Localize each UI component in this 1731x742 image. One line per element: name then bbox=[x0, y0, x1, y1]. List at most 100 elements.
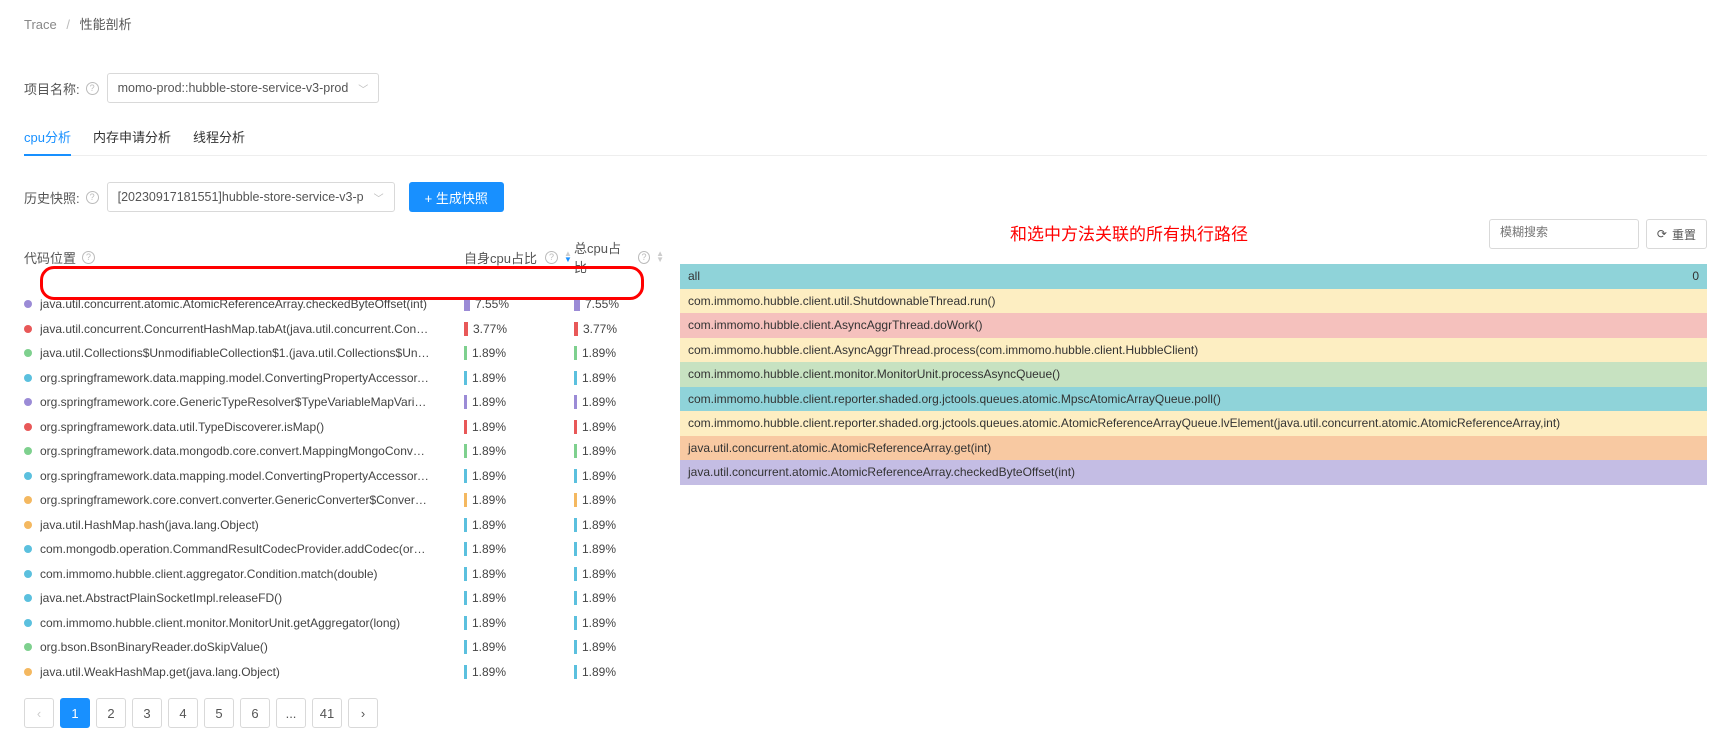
total-bar bbox=[574, 322, 578, 336]
table-row[interactable]: org.springframework.core.GenericTypeReso… bbox=[24, 390, 664, 415]
table-row[interactable]: java.util.Collections$UnmodifiableCollec… bbox=[24, 341, 664, 366]
table-row[interactable]: java.util.concurrent.atomic.AtomicRefere… bbox=[24, 292, 664, 317]
tab-thread[interactable]: 线程分析 bbox=[193, 119, 245, 156]
page-button[interactable]: 1 bbox=[60, 698, 90, 728]
page-button[interactable]: 4 bbox=[168, 698, 198, 728]
help-icon[interactable]: ? bbox=[86, 82, 99, 95]
table-row[interactable]: org.springframework.data.mapping.model.C… bbox=[24, 464, 664, 489]
table-row[interactable]: java.util.WeakHashMap.get(java.lang.Obje… bbox=[24, 660, 664, 685]
sort-icon[interactable]: ▲▼ bbox=[564, 251, 572, 263]
stack-row[interactable]: com.immomo.hubble.client.AsyncAggrThread… bbox=[680, 338, 1707, 363]
total-bar bbox=[574, 346, 577, 360]
color-dot bbox=[24, 594, 32, 602]
color-dot bbox=[24, 668, 32, 676]
self-bar bbox=[464, 493, 467, 507]
method-name: org.springframework.core.convert.convert… bbox=[40, 493, 430, 507]
table-row[interactable]: java.util.concurrent.ConcurrentHashMap.t… bbox=[24, 317, 664, 342]
total-pct: 3.77% bbox=[583, 322, 617, 336]
self-bar bbox=[464, 640, 467, 654]
search-box[interactable] bbox=[1489, 219, 1639, 249]
stack-row[interactable]: java.util.concurrent.atomic.AtomicRefere… bbox=[680, 436, 1707, 461]
total-pct: 1.89% bbox=[582, 444, 616, 458]
color-dot bbox=[24, 545, 32, 553]
table-row[interactable]: org.springframework.data.mongodb.core.co… bbox=[24, 439, 664, 464]
page-prev-button[interactable]: ‹ bbox=[24, 698, 54, 728]
stack-text: com.immomo.hubble.client.reporter.shaded… bbox=[688, 392, 1221, 406]
page-button[interactable]: 5 bbox=[204, 698, 234, 728]
table-row[interactable]: org.springframework.data.util.TypeDiscov… bbox=[24, 415, 664, 440]
table-row[interactable]: com.mongodb.operation.CommandResultCodec… bbox=[24, 537, 664, 562]
page-next-button[interactable]: › bbox=[348, 698, 378, 728]
col-header-name[interactable]: 代码位置 ? bbox=[24, 248, 464, 267]
col-header-total-label: 总cpu占比 bbox=[574, 238, 630, 276]
table-row[interactable]: org.springframework.core.convert.convert… bbox=[24, 488, 664, 513]
method-name: java.util.concurrent.atomic.AtomicRefere… bbox=[40, 297, 427, 311]
self-bar bbox=[464, 542, 467, 556]
chevron-down-icon: ﹀ bbox=[374, 190, 384, 205]
table-row[interactable]: com.immomo.hubble.client.monitor.Monitor… bbox=[24, 611, 664, 636]
help-icon[interactable]: ? bbox=[545, 251, 558, 264]
page-button[interactable]: 41 bbox=[312, 698, 342, 728]
color-dot bbox=[24, 300, 32, 308]
color-dot bbox=[24, 472, 32, 480]
stack-row[interactable]: com.immomo.hubble.client.util.Shutdownab… bbox=[680, 289, 1707, 314]
total-bar bbox=[574, 371, 577, 385]
self-pct: 1.89% bbox=[472, 444, 506, 458]
method-name: org.springframework.core.GenericTypeReso… bbox=[40, 395, 430, 409]
table-row[interactable]: java.util.HashMap.hash(java.lang.Object)… bbox=[24, 513, 664, 538]
table-row[interactable]: org.bson.BsonBinaryReader.doSkipValue() 1… bbox=[24, 635, 664, 660]
page-button[interactable]: 2 bbox=[96, 698, 126, 728]
page-button[interactable]: ... bbox=[276, 698, 306, 728]
generate-snapshot-button[interactable]: + 生成快照 bbox=[409, 182, 504, 212]
breadcrumb-parent[interactable]: Trace bbox=[24, 17, 57, 32]
stack-row[interactable]: com.immomo.hubble.client.monitor.Monitor… bbox=[680, 362, 1707, 387]
help-icon[interactable]: ? bbox=[82, 251, 95, 264]
stack-text: com.immomo.hubble.client.util.Shutdownab… bbox=[688, 294, 995, 308]
self-bar bbox=[464, 518, 467, 532]
content: 代码位置 ? 自身cpu占比 ? ▲▼ 总cpu占比 ? ▲▼ java.uti… bbox=[24, 230, 1707, 728]
method-name: org.springframework.data.util.TypeDiscov… bbox=[40, 420, 324, 434]
total-pct: 1.89% bbox=[582, 371, 616, 385]
project-select[interactable]: momo-prod::hubble-store-service-v3-prod … bbox=[107, 73, 380, 103]
col-header-total[interactable]: 总cpu占比 ? ▲▼ bbox=[574, 238, 664, 276]
method-name: java.util.HashMap.hash(java.lang.Object) bbox=[40, 518, 259, 532]
self-bar bbox=[464, 469, 467, 483]
total-bar bbox=[574, 395, 577, 409]
reload-icon: ⟳ bbox=[1657, 227, 1667, 241]
total-bar bbox=[574, 640, 577, 654]
stack-count: 0 bbox=[1692, 269, 1699, 283]
search-input[interactable] bbox=[1500, 225, 1628, 239]
snapshot-select[interactable]: [20230917181551]hubble-store-service-v3-… bbox=[107, 182, 395, 212]
tab-cpu[interactable]: cpu分析 bbox=[24, 119, 71, 156]
table-row[interactable]: com.immomo.hubble.client.aggregator.Cond… bbox=[24, 562, 664, 587]
breadcrumb-current: 性能剖析 bbox=[80, 17, 132, 32]
stack-row[interactable]: all 0 bbox=[680, 264, 1707, 289]
page-button[interactable]: 6 bbox=[240, 698, 270, 728]
total-bar bbox=[574, 297, 580, 311]
self-pct: 1.89% bbox=[472, 640, 506, 654]
self-pct: 7.55% bbox=[475, 297, 509, 311]
stack-text: all bbox=[688, 269, 700, 283]
page-button[interactable]: 3 bbox=[132, 698, 162, 728]
stack-row[interactable]: com.immomo.hubble.client.reporter.shaded… bbox=[680, 387, 1707, 412]
stack-row[interactable]: com.immomo.hubble.client.AsyncAggrThread… bbox=[680, 313, 1707, 338]
reset-button[interactable]: ⟳ 重置 bbox=[1646, 219, 1707, 249]
help-icon[interactable]: ? bbox=[638, 251, 650, 264]
col-header-self[interactable]: 自身cpu占比 ? ▲▼ bbox=[464, 248, 574, 267]
table-row[interactable]: java.net.AbstractPlainSocketImpl.release… bbox=[24, 586, 664, 611]
stack-row[interactable]: java.util.concurrent.atomic.AtomicRefere… bbox=[680, 460, 1707, 485]
stack-row[interactable]: com.immomo.hubble.client.reporter.shaded… bbox=[680, 411, 1707, 436]
self-pct: 1.89% bbox=[472, 469, 506, 483]
total-pct: 1.89% bbox=[582, 542, 616, 556]
method-name: org.bson.BsonBinaryReader.doSkipValue() bbox=[40, 640, 268, 654]
total-bar bbox=[574, 444, 577, 458]
table-header-row: 代码位置 ? 自身cpu占比 ? ▲▼ 总cpu占比 ? ▲▼ bbox=[24, 230, 664, 292]
table-row[interactable]: org.springframework.data.mapping.model.C… bbox=[24, 366, 664, 391]
stack-text: com.immomo.hubble.client.AsyncAggrThread… bbox=[688, 318, 983, 332]
method-name: com.immomo.hubble.client.monitor.Monitor… bbox=[40, 616, 400, 630]
help-icon[interactable]: ? bbox=[86, 191, 99, 204]
total-bar bbox=[574, 420, 577, 434]
tab-memory[interactable]: 内存申请分析 bbox=[93, 119, 171, 156]
method-name: java.net.AbstractPlainSocketImpl.release… bbox=[40, 591, 282, 605]
sort-icon[interactable]: ▲▼ bbox=[656, 251, 664, 263]
